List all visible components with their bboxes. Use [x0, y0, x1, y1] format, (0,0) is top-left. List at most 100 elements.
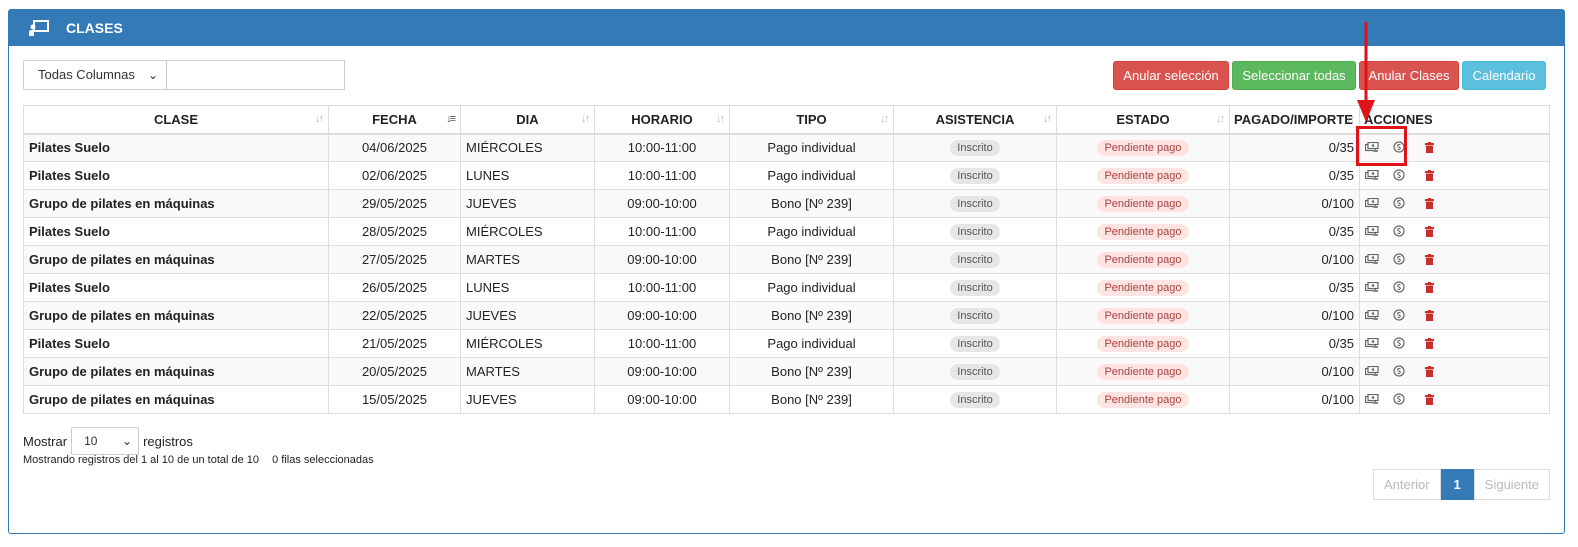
- attendance-badge: Inscrito: [950, 308, 999, 324]
- status-badge: Pendiente pago: [1097, 196, 1188, 212]
- col-header-asistencia[interactable]: ASISTENCIA ↓↑: [894, 106, 1057, 134]
- coin-icon[interactable]: [1393, 337, 1405, 352]
- cell-pagado: 0/35: [1230, 330, 1360, 358]
- cell-acciones: [1360, 274, 1550, 302]
- sort-icon: ↓↑: [581, 113, 588, 125]
- cell-clase: Grupo de pilates en máquinas: [24, 386, 329, 414]
- coin-icon[interactable]: [1393, 141, 1405, 156]
- trash-icon[interactable]: [1425, 337, 1434, 352]
- table-row[interactable]: Grupo de pilates en máquinas 27/05/2025 MA…: [24, 246, 1550, 274]
- cell-pagado: 0/100: [1230, 302, 1360, 330]
- cell-fecha: 26/05/2025: [329, 274, 461, 302]
- coin-icon[interactable]: [1393, 225, 1405, 240]
- cell-horario: 09:00-10:00: [595, 302, 730, 330]
- cell-acciones: [1360, 386, 1550, 414]
- col-header-pagado[interactable]: PAGADO/IMPORTE ↓↑: [1230, 106, 1360, 134]
- trash-icon[interactable]: [1425, 197, 1434, 212]
- trash-icon[interactable]: [1425, 225, 1434, 240]
- cell-fecha: 20/05/2025: [329, 358, 461, 386]
- table-row[interactable]: Pilates Suelo 26/05/2025 LUNES 10:00-11:00 P…: [24, 274, 1550, 302]
- column-filter-select[interactable]: Todas Columnas ⌄: [23, 60, 167, 90]
- cell-horario: 10:00-11:00: [595, 274, 730, 302]
- select-all-button[interactable]: Seleccionar todas: [1232, 61, 1356, 90]
- table-row[interactable]: Pilates Suelo 02/06/2025 LUNES 10:00-11:00 P…: [24, 162, 1550, 190]
- cell-fecha: 27/05/2025: [329, 246, 461, 274]
- coin-icon[interactable]: [1393, 197, 1405, 212]
- money-icon[interactable]: [1365, 225, 1379, 240]
- table-row[interactable]: Grupo de pilates en máquinas 29/05/2025 JU…: [24, 190, 1550, 218]
- calendar-button[interactable]: Calendario: [1462, 61, 1546, 90]
- deselect-button[interactable]: Anular selección: [1113, 61, 1229, 90]
- coin-icon[interactable]: [1393, 169, 1405, 184]
- next-page-button[interactable]: Siguiente: [1474, 469, 1550, 500]
- attendance-badge: Inscrito: [950, 168, 999, 184]
- money-icon[interactable]: [1365, 281, 1379, 296]
- money-icon[interactable]: [1365, 393, 1379, 408]
- cell-asistencia: Inscrito: [894, 358, 1057, 386]
- prev-page-button[interactable]: Anterior: [1373, 469, 1441, 500]
- coin-icon[interactable]: [1393, 281, 1405, 296]
- money-icon[interactable]: [1365, 337, 1379, 352]
- cell-estado: Pendiente pago: [1057, 246, 1230, 274]
- table-row[interactable]: Grupo de pilates en máquinas 15/05/2025 JU…: [24, 386, 1550, 414]
- trash-icon[interactable]: [1425, 141, 1434, 156]
- attendance-badge: Inscrito: [950, 224, 999, 240]
- status-badge: Pendiente pago: [1097, 392, 1188, 408]
- money-icon[interactable]: [1365, 253, 1379, 268]
- coin-icon[interactable]: [1393, 309, 1405, 324]
- cell-dia: MIÉRCOLES: [461, 218, 595, 246]
- pagination: Anterior 1 Siguiente: [1373, 469, 1550, 500]
- col-header-dia[interactable]: DIA ↓↑: [461, 106, 595, 134]
- cell-fecha: 21/05/2025: [329, 330, 461, 358]
- col-header-horario[interactable]: HORARIO ↓↑: [595, 106, 730, 134]
- classes-table: CLASE ↓↑ FECHA ↓≡ DIA ↓↑ HORARIO ↓↑ TIPO ↓↑ A…: [23, 105, 1550, 414]
- status-badge: Pendiente pago: [1097, 252, 1188, 268]
- money-icon[interactable]: [1365, 365, 1379, 380]
- cancel-classes-button[interactable]: Anular Clases: [1359, 61, 1459, 90]
- trash-icon[interactable]: [1425, 281, 1434, 296]
- cell-fecha: 15/05/2025: [329, 386, 461, 414]
- page-length-control: Mostrar 10 ⌄ registros: [23, 427, 193, 455]
- cell-clase: Pilates Suelo: [24, 218, 329, 246]
- sort-icon: ↓↑: [880, 113, 887, 125]
- trash-icon[interactable]: [1425, 253, 1434, 268]
- coin-icon[interactable]: [1393, 365, 1405, 380]
- cell-fecha: 02/06/2025: [329, 162, 461, 190]
- cell-pagado: 0/100: [1230, 190, 1360, 218]
- cell-dia: MIÉRCOLES: [461, 134, 595, 162]
- table-row[interactable]: Pilates Suelo 28/05/2025 MIÉRCOLES 10:00-11…: [24, 218, 1550, 246]
- page-1-button[interactable]: 1: [1441, 469, 1474, 500]
- col-header-estado[interactable]: ESTADO ↓↑: [1057, 106, 1230, 134]
- col-header-fecha[interactable]: FECHA ↓≡: [329, 106, 461, 134]
- table-row[interactable]: Pilates Suelo 04/06/2025 MIÉRCOLES 10:00-11…: [24, 134, 1550, 162]
- trash-icon[interactable]: [1425, 365, 1434, 380]
- cell-horario: 09:00-10:00: [595, 246, 730, 274]
- table-row[interactable]: Pilates Suelo 21/05/2025 MIÉRCOLES 10:00-11…: [24, 330, 1550, 358]
- coin-icon[interactable]: [1393, 393, 1405, 408]
- attendance-badge: Inscrito: [950, 392, 999, 408]
- cell-tipo: Bono [Nº 239]: [730, 302, 894, 330]
- money-icon[interactable]: [1365, 169, 1379, 184]
- cell-clase: Grupo de pilates en máquinas: [24, 302, 329, 330]
- cell-tipo: Pago individual: [730, 274, 894, 302]
- coin-icon[interactable]: [1393, 253, 1405, 268]
- col-header-clase[interactable]: CLASE ↓↑: [24, 106, 329, 134]
- trash-icon[interactable]: [1425, 309, 1434, 324]
- table-row[interactable]: Grupo de pilates en máquinas 22/05/2025 JU…: [24, 302, 1550, 330]
- money-icon[interactable]: [1365, 309, 1379, 324]
- table-row[interactable]: Grupo de pilates en máquinas 20/05/2025 MA…: [24, 358, 1550, 386]
- status-badge: Pendiente pago: [1097, 140, 1188, 156]
- col-header-tipo[interactable]: TIPO ↓↑: [730, 106, 894, 134]
- cell-fecha: 22/05/2025: [329, 302, 461, 330]
- money-icon[interactable]: [1365, 141, 1379, 156]
- money-icon[interactable]: [1365, 197, 1379, 212]
- cell-fecha: 04/06/2025: [329, 134, 461, 162]
- cell-dia: MARTES: [461, 246, 595, 274]
- cell-horario: 09:00-10:00: [595, 386, 730, 414]
- search-input[interactable]: [166, 60, 345, 90]
- trash-icon[interactable]: [1425, 169, 1434, 184]
- trash-icon[interactable]: [1425, 393, 1434, 408]
- page-length-select[interactable]: 10 ⌄: [71, 427, 139, 455]
- selected-info: 0 filas seleccionadas: [272, 454, 374, 466]
- panel-title: CLASES: [66, 20, 123, 36]
